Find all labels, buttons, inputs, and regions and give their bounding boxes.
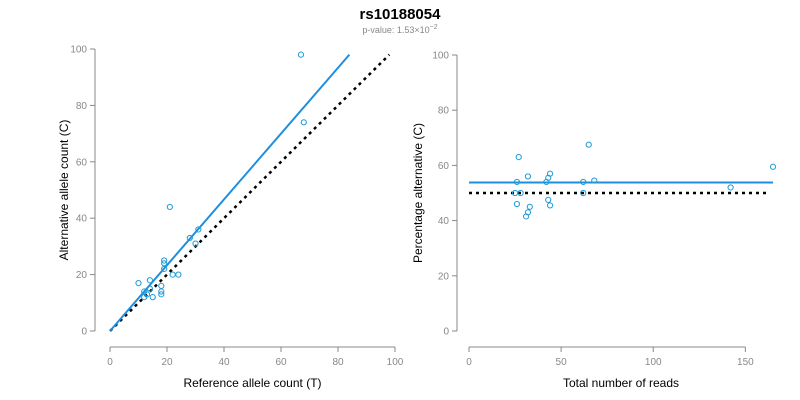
x-tick-label: 40: [218, 357, 230, 368]
data-point: [297, 51, 305, 58]
figure-subtitle: p-value: 1.53×10−2: [362, 24, 437, 35]
data-point: [523, 213, 530, 220]
percentage-alternative-scatter-panel: 0 50 100 150 0 20 40 60 80 100 Total number of rea…: [411, 51, 777, 390]
data-point: [585, 141, 592, 148]
y-tick-label: 60: [438, 161, 450, 172]
x-tick-label: 100: [645, 357, 662, 368]
data-point: [517, 189, 524, 197]
data-point: [143, 291, 151, 298]
x-tick-label: 150: [737, 357, 754, 368]
y-tick-label: 100: [432, 51, 449, 62]
x-axis-title: Reference allele count (T): [183, 376, 321, 390]
data-point: [192, 240, 199, 247]
data-point: [545, 196, 552, 203]
data-point: [769, 163, 777, 170]
x-axis-title: Total number of reads: [563, 376, 679, 390]
p-value-exponent: −2: [430, 24, 438, 31]
data-point: [158, 288, 165, 295]
data-point: [513, 200, 521, 208]
y-tick-label: 0: [443, 327, 449, 338]
x-tick-label: 0: [466, 357, 472, 368]
data-point: [161, 265, 168, 273]
data-point: [158, 282, 165, 289]
y-tick-label: 100: [70, 45, 87, 56]
data-point: [166, 203, 173, 211]
data-point: [146, 277, 153, 284]
figure-title: rs10188054: [360, 6, 442, 23]
y-tick-label: 60: [76, 157, 88, 168]
data-point: [169, 271, 176, 278]
data-point: [543, 178, 550, 186]
y-axis-title: Percentage alternative (C): [411, 123, 425, 263]
data-point: [727, 184, 734, 191]
data-point: [158, 291, 165, 298]
data-point: [161, 257, 168, 264]
y-tick-label: 20: [438, 271, 450, 282]
y-tick-label: 80: [76, 101, 88, 112]
data-point: [300, 119, 307, 126]
y-tick-label: 40: [76, 214, 88, 225]
x-tick-label: 80: [332, 357, 344, 368]
fit-line: [109, 53, 351, 332]
y-tick-label: 80: [438, 106, 450, 117]
y-axis-title: Alternative allele count (C): [57, 120, 71, 261]
y-tick-label: 40: [438, 216, 450, 227]
data-point: [526, 203, 533, 210]
x-tick-label: 0: [107, 357, 113, 368]
y-tick-label: 0: [81, 327, 87, 338]
data-point: [135, 279, 142, 287]
data-point: [195, 226, 202, 233]
x-tick-label: 20: [161, 357, 173, 368]
data-point: [175, 271, 182, 278]
data-point: [186, 234, 193, 242]
data-point: [580, 189, 587, 197]
reference-line: [109, 53, 391, 332]
data-point: [591, 177, 598, 184]
data-point: [146, 285, 153, 292]
allele-count-scatter-panel: 0 20 40 60 80 100 0 20 40 60 80 100 Reference allele…: [57, 45, 404, 391]
x-tick-label: 60: [275, 357, 287, 368]
y-tick-label: 20: [76, 270, 88, 281]
data-point: [524, 173, 532, 180]
data-point: [515, 154, 522, 161]
data-point: [149, 294, 156, 301]
p-value-text: p-value: 1.53×10: [362, 25, 429, 35]
data-point: [580, 178, 587, 186]
data-point: [513, 178, 521, 186]
data-point: [546, 202, 554, 209]
x-tick-label: 100: [387, 357, 404, 368]
x-tick-label: 50: [556, 357, 568, 368]
